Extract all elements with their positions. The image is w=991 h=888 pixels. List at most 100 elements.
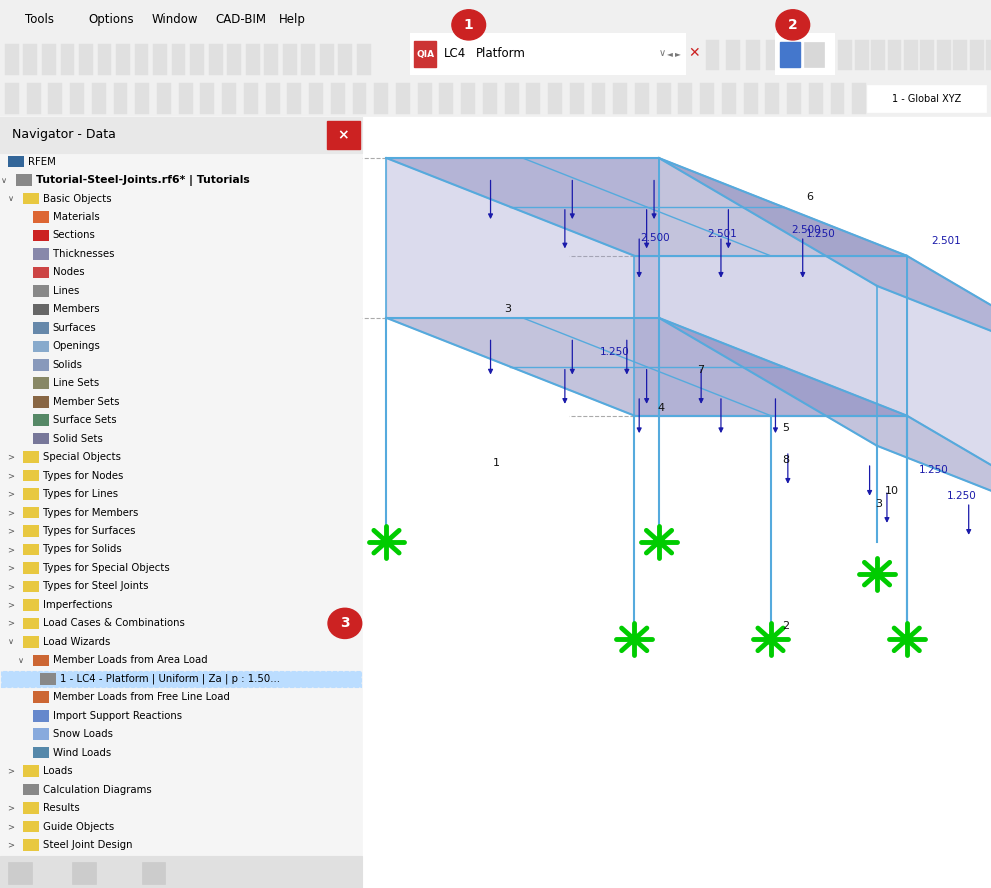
- Bar: [33, 654, 49, 666]
- Bar: [331, 83, 345, 114]
- Text: 3: 3: [875, 499, 882, 509]
- Bar: [701, 83, 715, 114]
- Bar: [244, 83, 258, 114]
- Text: Navigator - Data: Navigator - Data: [12, 129, 116, 141]
- Bar: [79, 44, 93, 75]
- Bar: [23, 488, 39, 500]
- Circle shape: [328, 608, 362, 638]
- Bar: [23, 599, 39, 611]
- Bar: [70, 83, 84, 114]
- Bar: [309, 83, 323, 114]
- Polygon shape: [659, 318, 991, 543]
- Bar: [265, 44, 278, 75]
- Bar: [0, 117, 362, 888]
- Bar: [33, 396, 49, 408]
- Bar: [338, 44, 352, 75]
- Bar: [921, 40, 935, 70]
- Bar: [33, 433, 49, 445]
- Polygon shape: [659, 158, 991, 384]
- Bar: [33, 249, 49, 259]
- Text: Thicknesses: Thicknesses: [53, 249, 114, 259]
- Bar: [114, 83, 128, 114]
- Text: >: >: [8, 564, 15, 573]
- Text: Platform: Platform: [476, 47, 525, 59]
- Text: Tutorial-Steel-Joints.rf6* | Tutorials: Tutorial-Steel-Joints.rf6* | Tutorials: [36, 175, 250, 186]
- Text: Openings: Openings: [53, 341, 100, 352]
- Bar: [804, 42, 824, 67]
- Bar: [439, 83, 453, 114]
- Polygon shape: [634, 256, 907, 416]
- Bar: [23, 451, 39, 463]
- Bar: [116, 44, 130, 75]
- Circle shape: [452, 10, 486, 40]
- Text: 7: 7: [698, 365, 705, 375]
- Bar: [746, 40, 760, 70]
- Bar: [461, 83, 475, 114]
- Text: LC4: LC4: [444, 47, 466, 59]
- Bar: [33, 285, 49, 297]
- Text: >: >: [8, 822, 15, 831]
- Bar: [23, 784, 39, 796]
- Circle shape: [776, 10, 810, 40]
- Bar: [320, 44, 334, 75]
- Bar: [23, 543, 39, 555]
- Bar: [1, 670, 361, 687]
- Text: 2.501: 2.501: [932, 236, 961, 246]
- Bar: [246, 44, 260, 75]
- Text: Steel Joint Design: Steel Joint Design: [43, 840, 132, 850]
- Text: Materials: Materials: [53, 212, 99, 222]
- Bar: [33, 359, 49, 370]
- Polygon shape: [386, 318, 907, 416]
- Text: Calculation Diagrams: Calculation Diagrams: [43, 785, 152, 795]
- Text: Tools: Tools: [25, 12, 54, 26]
- Text: Load Wizards: Load Wizards: [43, 637, 110, 646]
- Text: Import Support Reactions: Import Support Reactions: [53, 710, 181, 721]
- Text: Types for Surfaces: Types for Surfaces: [43, 526, 136, 536]
- Text: >: >: [8, 619, 15, 628]
- Bar: [5, 83, 19, 114]
- Text: Sections: Sections: [53, 231, 95, 241]
- Bar: [8, 862, 32, 884]
- Bar: [411, 34, 684, 73]
- Text: 1 - LC4 - Platform | Uniform | Za | p : 1.50...: 1 - LC4 - Platform | Uniform | Za | p : …: [59, 673, 279, 684]
- Bar: [33, 230, 49, 242]
- Text: Wind Loads: Wind Loads: [53, 748, 111, 757]
- Bar: [327, 121, 360, 149]
- Text: Options: Options: [88, 12, 134, 26]
- Bar: [142, 862, 165, 884]
- Text: 2.500: 2.500: [640, 233, 670, 242]
- Text: ×: ×: [337, 128, 349, 142]
- Text: 10: 10: [885, 487, 899, 496]
- Bar: [809, 83, 823, 114]
- Bar: [23, 618, 39, 630]
- Bar: [33, 211, 49, 223]
- Text: >: >: [8, 582, 15, 591]
- Text: Types for Special Objects: Types for Special Objects: [43, 563, 169, 573]
- Text: Help: Help: [278, 12, 305, 26]
- Text: Surfaces: Surfaces: [53, 323, 96, 333]
- Bar: [23, 562, 39, 574]
- Text: 3: 3: [504, 304, 511, 313]
- Text: Member Sets: Member Sets: [53, 397, 119, 407]
- Bar: [418, 83, 432, 114]
- Circle shape: [765, 635, 776, 644]
- Bar: [33, 304, 49, 315]
- Text: 1: 1: [494, 457, 500, 468]
- Bar: [855, 40, 869, 70]
- Text: RFEM: RFEM: [29, 156, 56, 167]
- Bar: [725, 40, 739, 70]
- Bar: [200, 83, 214, 114]
- Text: 2.501: 2.501: [708, 229, 737, 240]
- Circle shape: [902, 635, 912, 644]
- Bar: [5, 44, 19, 75]
- Bar: [97, 44, 111, 75]
- Text: 1.250: 1.250: [601, 347, 630, 357]
- Bar: [23, 765, 39, 777]
- Text: ✕: ✕: [688, 46, 700, 60]
- Text: 5: 5: [782, 423, 789, 432]
- Text: ∨: ∨: [1, 176, 7, 185]
- Bar: [635, 83, 649, 114]
- Polygon shape: [386, 158, 907, 256]
- Bar: [23, 526, 39, 536]
- Text: ∨: ∨: [8, 194, 14, 203]
